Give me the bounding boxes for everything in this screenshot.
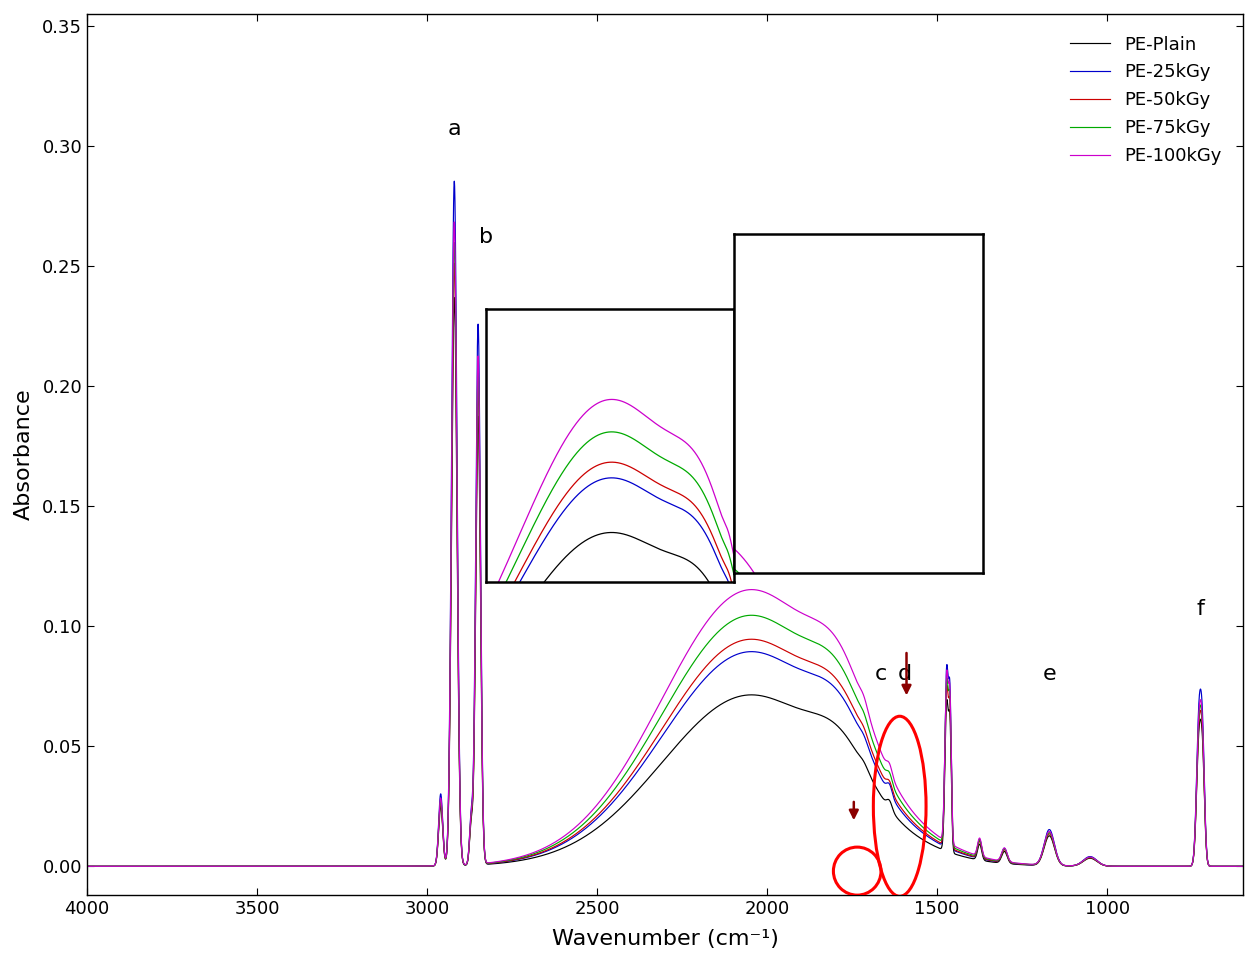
PE-75kGy xyxy=(79,861,94,872)
PE-50kGy xyxy=(307,861,322,872)
PE-Plain xyxy=(148,861,163,872)
PE-50kGy xyxy=(446,257,461,269)
PE-100kGy xyxy=(645,712,660,723)
PE-100kGy xyxy=(79,861,94,872)
PE-25kGy xyxy=(148,861,163,872)
Line: PE-75kGy: PE-75kGy xyxy=(87,243,1243,867)
PE-75kGy xyxy=(148,861,163,872)
PE-75kGy xyxy=(84,861,99,872)
X-axis label: Wavenumber (cm⁻¹): Wavenumber (cm⁻¹) xyxy=(552,929,778,950)
Y-axis label: Absorbance: Absorbance xyxy=(14,389,34,520)
PE-50kGy xyxy=(1236,861,1251,872)
PE-50kGy xyxy=(79,861,94,872)
PE-75kGy xyxy=(1174,861,1189,872)
PE-25kGy xyxy=(79,861,94,872)
PE-75kGy xyxy=(645,725,660,737)
Text: a: a xyxy=(447,118,461,139)
PE-25kGy xyxy=(127,861,142,872)
PE-100kGy xyxy=(307,861,322,872)
PE-50kGy xyxy=(1174,861,1189,872)
Line: PE-Plain: PE-Plain xyxy=(87,298,1243,867)
Text: d: d xyxy=(897,664,911,684)
PE-50kGy xyxy=(645,738,660,749)
PE-25kGy xyxy=(84,861,99,872)
Legend: PE-Plain, PE-25kGy, PE-50kGy, PE-75kGy, PE-100kGy: PE-Plain, PE-25kGy, PE-50kGy, PE-75kGy, … xyxy=(1062,28,1228,172)
PE-25kGy xyxy=(446,175,461,187)
PE-50kGy xyxy=(148,861,163,872)
Line: PE-50kGy: PE-50kGy xyxy=(87,263,1243,867)
PE-50kGy xyxy=(84,861,99,872)
PE-25kGy xyxy=(307,861,322,872)
PE-75kGy xyxy=(127,861,142,872)
PE-100kGy xyxy=(84,861,99,872)
PE-Plain xyxy=(79,861,94,872)
Text: c: c xyxy=(875,664,886,684)
PE-Plain xyxy=(127,861,142,872)
PE-Plain xyxy=(84,861,99,872)
PE-100kGy xyxy=(148,861,163,872)
PE-Plain xyxy=(1174,861,1189,872)
PE-Plain xyxy=(645,768,660,779)
PE-25kGy xyxy=(1236,861,1251,872)
Text: b: b xyxy=(479,227,494,247)
PE-100kGy xyxy=(1236,861,1251,872)
PE-75kGy xyxy=(307,861,322,872)
PE-75kGy xyxy=(446,237,461,248)
PE-Plain xyxy=(1236,861,1251,872)
PE-25kGy xyxy=(1174,861,1189,872)
Line: PE-25kGy: PE-25kGy xyxy=(87,181,1243,867)
PE-50kGy xyxy=(127,861,142,872)
PE-Plain xyxy=(446,292,461,303)
PE-25kGy xyxy=(645,744,660,756)
Line: PE-100kGy: PE-100kGy xyxy=(87,222,1243,867)
PE-100kGy xyxy=(1174,861,1189,872)
PE-100kGy xyxy=(127,861,142,872)
PE-100kGy xyxy=(446,217,461,228)
Text: e: e xyxy=(1043,664,1057,684)
PE-75kGy xyxy=(1236,861,1251,872)
PE-Plain xyxy=(307,861,322,872)
Text: f: f xyxy=(1197,599,1204,619)
